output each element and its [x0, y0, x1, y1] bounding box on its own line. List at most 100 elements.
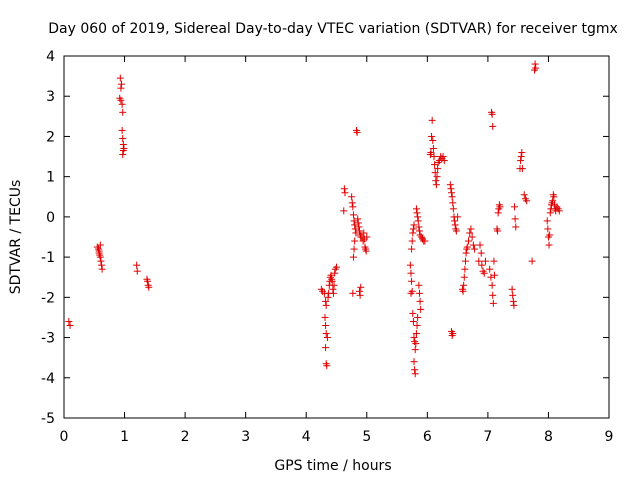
data-point — [414, 217, 422, 225]
plot-frame — [63, 55, 610, 419]
data-point — [118, 126, 126, 134]
data-point — [321, 313, 329, 321]
y-tick-label: -4 — [41, 371, 55, 387]
data-point — [545, 241, 553, 249]
data-point — [349, 211, 357, 219]
data-point — [461, 257, 469, 265]
x-tick-label: 7 — [483, 429, 492, 445]
data-point — [351, 237, 359, 245]
data-point — [324, 293, 332, 301]
data-point — [480, 269, 488, 277]
data-point — [523, 197, 531, 205]
x-tick-label: 8 — [544, 429, 553, 445]
data-point — [518, 165, 526, 173]
data-point — [323, 334, 331, 342]
data-point — [448, 189, 456, 197]
data-point — [477, 249, 485, 257]
data-point — [409, 317, 417, 325]
data-point — [95, 247, 103, 255]
data-point — [354, 215, 362, 223]
data-point — [434, 165, 442, 173]
data-point — [489, 291, 497, 299]
data-point — [481, 257, 489, 265]
data-point — [449, 330, 457, 338]
data-point — [322, 297, 330, 305]
data-point — [118, 80, 126, 88]
data-point — [350, 245, 358, 253]
data-point — [119, 134, 127, 142]
data-point — [448, 193, 456, 201]
data-point — [322, 321, 330, 329]
data-point — [550, 193, 558, 201]
data-point — [415, 227, 423, 235]
data-point — [117, 96, 125, 104]
data-point — [555, 207, 563, 215]
x-tick-label: 2 — [181, 429, 190, 445]
data-point — [460, 281, 468, 289]
data-point — [119, 140, 127, 148]
data-point — [408, 237, 416, 245]
data-point — [328, 277, 336, 285]
x-tick-labels: 0 1 2 3 4 5 6 7 8 9 — [60, 429, 614, 445]
data-point — [463, 243, 471, 251]
y-axis-label: SDTVAR / TECUs — [8, 180, 24, 295]
data-point — [406, 261, 414, 269]
data-point — [333, 263, 340, 271]
data-point — [428, 116, 436, 124]
data-point — [144, 277, 152, 285]
data-point — [452, 227, 460, 235]
data-point — [494, 227, 502, 235]
data-point — [429, 136, 437, 144]
x-tick-label: 4 — [302, 429, 311, 445]
data-point — [454, 213, 462, 221]
data-point — [349, 289, 357, 297]
y-tick-label: 0 — [46, 210, 55, 226]
data-point — [414, 313, 422, 321]
x-tick-label: 6 — [423, 429, 432, 445]
data-point — [341, 189, 349, 197]
data-point — [119, 147, 127, 155]
data-point — [432, 177, 440, 185]
x-tick-label: 5 — [362, 429, 371, 445]
data-point — [476, 241, 484, 249]
data-point — [488, 110, 496, 118]
y-tick-label: -5 — [41, 411, 55, 427]
data-point — [446, 181, 454, 189]
data-point — [330, 281, 338, 289]
data-point — [408, 245, 416, 253]
data-point — [352, 229, 360, 237]
data-point — [353, 128, 361, 136]
data-points — [65, 60, 563, 378]
data-point — [363, 233, 371, 241]
chart-title: Day 060 of 2019, Sidereal Day-to-day VTE… — [48, 21, 618, 37]
data-point — [412, 205, 420, 213]
data-point — [351, 225, 359, 233]
data-point — [322, 344, 330, 352]
data-point — [119, 151, 127, 159]
data-point — [511, 203, 519, 211]
data-point — [427, 149, 435, 157]
data-point — [98, 265, 106, 273]
data-point — [517, 153, 525, 161]
data-point — [509, 297, 517, 305]
data-point — [459, 287, 467, 295]
data-point — [409, 229, 417, 237]
data-point — [322, 301, 330, 309]
data-point — [431, 161, 439, 169]
data-point — [543, 217, 551, 225]
data-point — [145, 283, 153, 291]
data-point — [447, 185, 455, 193]
data-point — [487, 273, 495, 281]
data-point — [449, 199, 457, 207]
data-point — [528, 257, 536, 265]
data-point — [462, 249, 470, 257]
data-point — [331, 269, 339, 277]
data-point — [475, 257, 483, 265]
data-point — [411, 366, 419, 374]
data-point — [408, 277, 416, 285]
data-point — [489, 299, 497, 307]
data-point — [340, 185, 348, 193]
data-point — [413, 209, 421, 217]
data-point — [416, 297, 424, 305]
data-point — [65, 317, 73, 325]
